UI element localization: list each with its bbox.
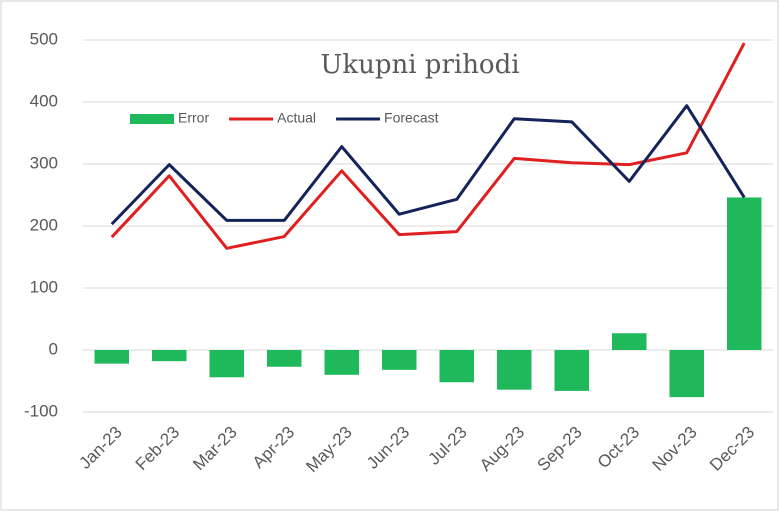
bar bbox=[324, 350, 359, 375]
legend-label: Actual bbox=[277, 110, 316, 126]
bar bbox=[94, 350, 129, 364]
y-tick-label: 200 bbox=[30, 215, 58, 234]
chart-title: Ukupni prihodi bbox=[320, 50, 519, 80]
legend-label: Forecast bbox=[384, 110, 439, 126]
line bbox=[110, 104, 746, 226]
bar bbox=[727, 197, 762, 350]
bar bbox=[382, 350, 417, 370]
y-tick-label: 0 bbox=[49, 339, 58, 358]
line bbox=[110, 42, 746, 250]
bar bbox=[267, 350, 302, 367]
y-tick-label: 300 bbox=[30, 153, 58, 172]
bar bbox=[554, 350, 589, 391]
y-tick-label: -100 bbox=[24, 401, 58, 420]
bar bbox=[669, 350, 704, 398]
y-tick-label: 500 bbox=[30, 29, 58, 48]
bar bbox=[152, 350, 187, 362]
y-tick-label: 100 bbox=[30, 277, 58, 296]
bar bbox=[612, 333, 647, 350]
bar bbox=[209, 350, 244, 378]
bar bbox=[439, 350, 474, 383]
y-tick-label: 400 bbox=[30, 91, 58, 110]
legend-label: Error bbox=[178, 110, 209, 126]
legend-swatch bbox=[130, 114, 174, 124]
bar bbox=[497, 350, 532, 390]
